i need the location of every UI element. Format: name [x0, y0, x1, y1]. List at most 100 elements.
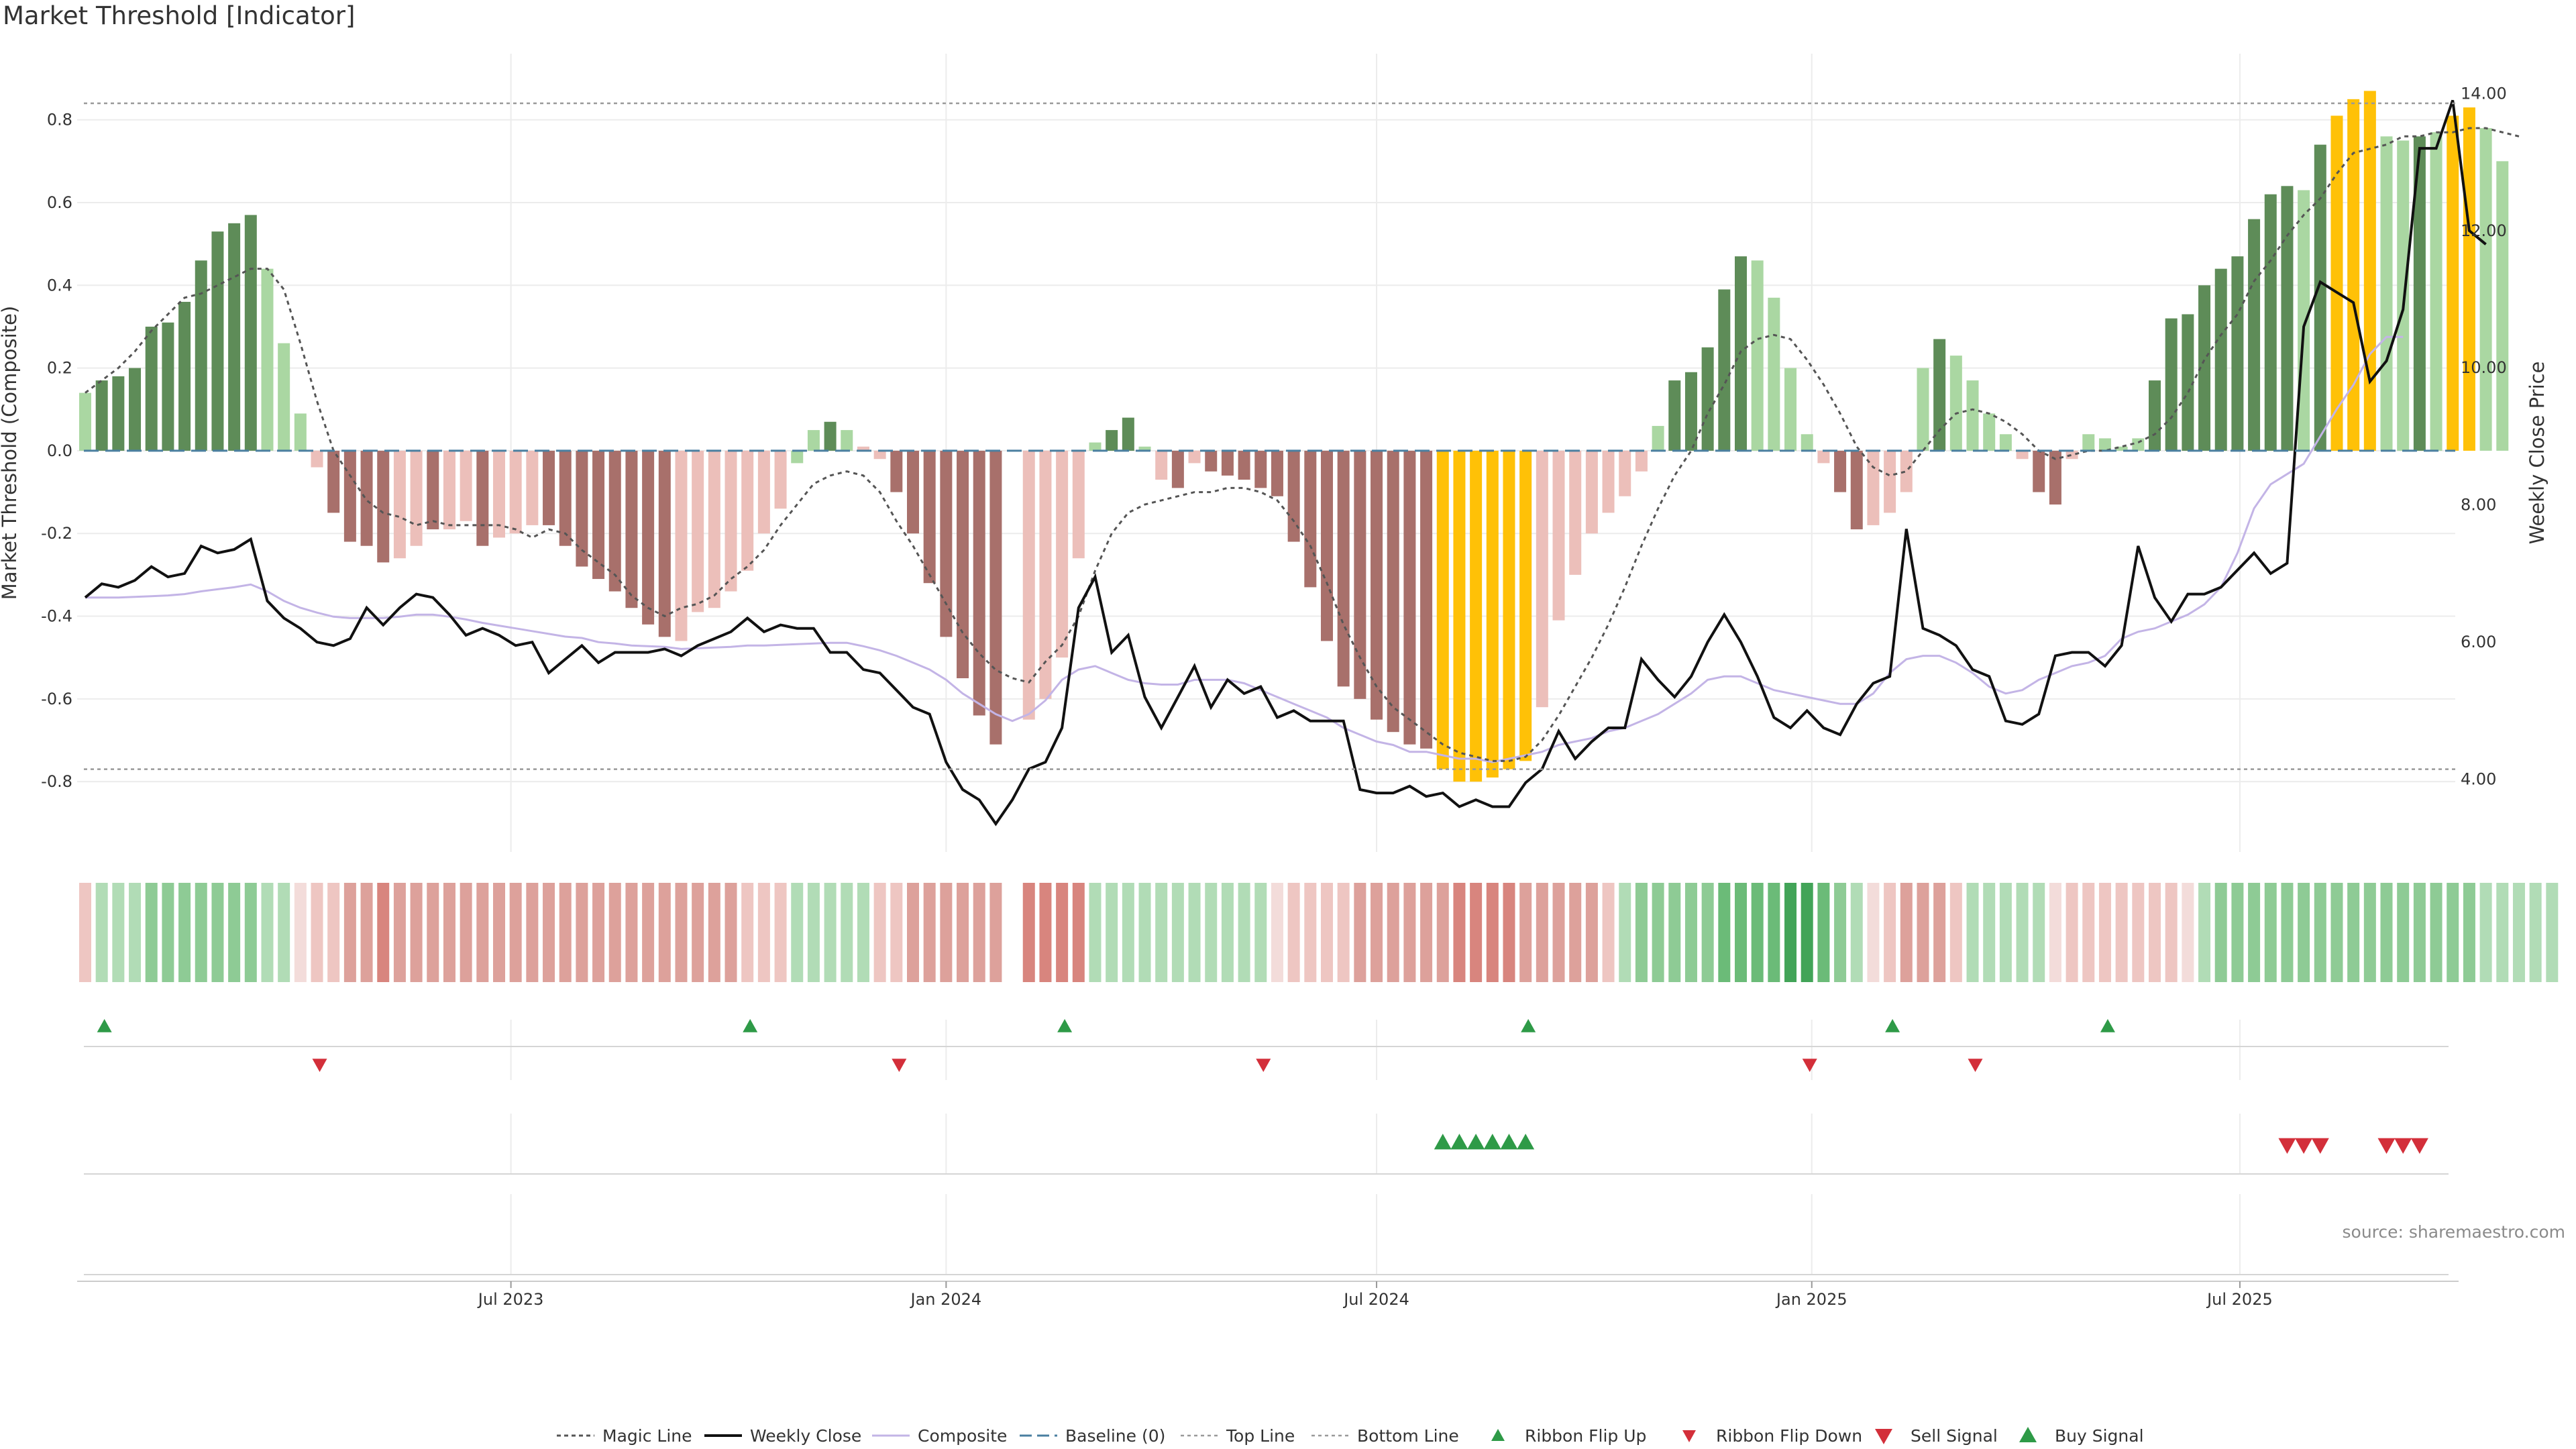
composite-bar — [393, 450, 406, 559]
composite-bar — [95, 380, 108, 451]
legend: Magic Line Weekly Close Composite Baseline … — [557, 1426, 2144, 1446]
x-tick-label: Jul 2024 — [1342, 1290, 1409, 1309]
composite-bar — [1884, 450, 1896, 513]
x-tick-label: Jan 2025 — [1775, 1290, 1847, 1309]
ribbon-cell — [2330, 883, 2343, 982]
sell-signal-marker — [2278, 1138, 2296, 1154]
ribbon-cell — [989, 883, 1002, 982]
composite-bar — [162, 322, 174, 451]
composite-bar — [1917, 368, 1929, 451]
composite-bar — [1668, 380, 1681, 451]
composite-bar — [675, 450, 688, 641]
y-tick-label: -0.6 — [41, 690, 72, 708]
ribbon-cell — [2248, 883, 2261, 982]
composite-bar — [1966, 380, 1979, 451]
composite-bar — [195, 260, 207, 451]
composite-bar — [1354, 450, 1366, 699]
legend-item-sell: Sell Signal — [1875, 1426, 1998, 1446]
ribbon-cell — [1122, 883, 1134, 982]
composite-bar — [2363, 91, 2376, 451]
composite-bar — [1701, 347, 1714, 451]
ribbon-cell — [1056, 883, 1069, 982]
ribbon-cell — [1155, 883, 1168, 982]
composite-bar — [1652, 425, 1664, 451]
legend-swatch-flip-up — [1491, 1429, 1505, 1441]
ribbon-cell — [559, 883, 572, 982]
composite-bar — [2330, 115, 2343, 451]
ribbon-cell — [2082, 883, 2095, 982]
ribbon-cell — [1867, 883, 1880, 982]
composite-bar — [1718, 289, 1731, 451]
ribbon-cell — [1304, 883, 1317, 982]
ribbon-cell — [1784, 883, 1797, 982]
composite-bar — [1486, 450, 1499, 778]
ribbon-cell — [1503, 883, 1515, 982]
composite-bar — [1106, 430, 1118, 451]
composite-bar — [907, 450, 919, 534]
ribbon-cell — [2165, 883, 2178, 982]
ribbon-cell — [1436, 883, 1449, 982]
ribbon-cell — [1287, 883, 1300, 982]
ribbon-cell — [1022, 883, 1035, 982]
ribbon-cell — [857, 883, 869, 982]
ribbon-cell — [145, 883, 158, 982]
composite-bar — [2248, 219, 2261, 451]
y2-tick-label: 4.00 — [2461, 770, 2496, 789]
composite-bar — [1933, 339, 1946, 451]
ribbon-cell — [576, 883, 588, 982]
composite-bar — [1188, 450, 1201, 464]
ribbon-cell — [1138, 883, 1151, 982]
y2-tick-label: 10.00 — [2461, 358, 2507, 377]
legend-label: Composite — [918, 1426, 1007, 1446]
composite-bar — [244, 215, 257, 451]
ribbon-cell — [244, 883, 257, 982]
composite-bar — [377, 450, 390, 563]
ribbon-cell — [195, 883, 207, 982]
sell-signal-marker — [2377, 1138, 2396, 1154]
ribbon-cell — [708, 883, 720, 982]
composite-bar — [1503, 450, 1515, 769]
ribbon-cell — [162, 883, 174, 982]
legend-item-magic: Magic Line — [557, 1426, 692, 1446]
composite-bar — [1453, 450, 1466, 782]
composite-bar — [1602, 450, 1615, 513]
ribbon-cell — [1321, 883, 1333, 982]
composite-bar — [2430, 132, 2443, 451]
ribbon-flip-down-marker — [312, 1059, 327, 1072]
composite-bar — [526, 450, 539, 525]
y2-axis-title: Weekly Close Price — [2526, 362, 2548, 545]
composite-bar — [2165, 318, 2178, 451]
ribbon-cell — [393, 883, 406, 982]
ribbon-cell — [2380, 883, 2393, 982]
legend-label: Baseline (0) — [1065, 1426, 1165, 1446]
legend-swatch-flip-down — [1682, 1430, 1696, 1442]
composite-bar — [1983, 413, 1996, 451]
composite-bar — [79, 392, 91, 451]
composite-bar — [857, 446, 869, 451]
ribbon-cell — [443, 883, 455, 982]
ribbon-cell — [2479, 883, 2492, 982]
composite-bar — [1403, 450, 1416, 745]
page-title: Market Threshold [Indicator] — [3, 1, 356, 30]
composite-bar — [1387, 450, 1399, 733]
composite-bar — [311, 450, 323, 468]
composite-bar — [2479, 127, 2492, 451]
ribbon-cell — [2546, 883, 2559, 982]
ribbon-cell — [1635, 883, 1648, 982]
composite-bar — [1072, 450, 1085, 559]
composite-bar — [1768, 297, 1780, 451]
ribbon-cell — [2281, 883, 2294, 982]
ribbon-cell — [1718, 883, 1731, 982]
composite-bar — [1436, 450, 1449, 769]
x-tick-label: Jul 2025 — [2206, 1290, 2273, 1309]
composite-bar — [989, 450, 1002, 745]
legend-label: Bottom Line — [1357, 1426, 1459, 1446]
ribbon-cell — [957, 883, 969, 982]
composite-bar — [1155, 450, 1168, 480]
composite-bar — [2115, 446, 2128, 451]
composite-bar — [692, 450, 704, 612]
composite-bar — [1585, 450, 1598, 534]
ribbon-cell — [1470, 883, 1483, 982]
composite-bar — [145, 326, 158, 451]
